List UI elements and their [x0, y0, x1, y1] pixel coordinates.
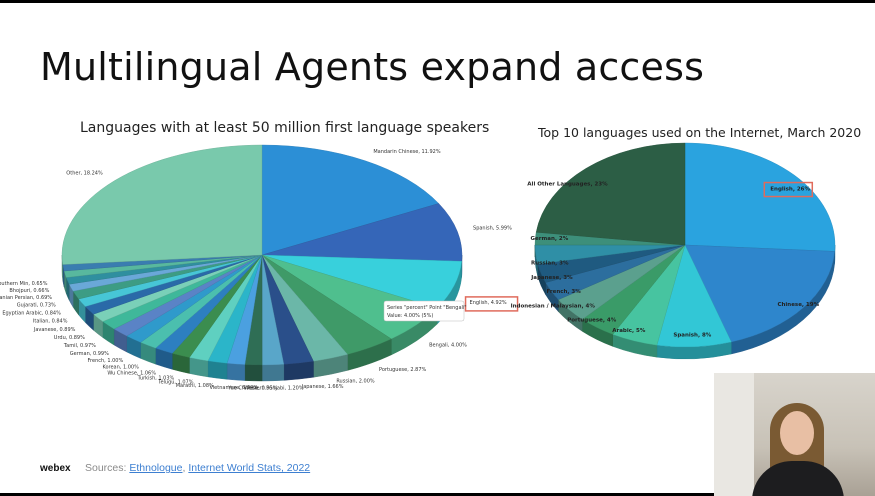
- left-pie-label-mandarin-chinese: Mandarin Chinese, 11.92%: [373, 149, 440, 155]
- right-pie-label-english: English, 26%: [770, 187, 810, 193]
- right-pie-highlight-box: [763, 181, 814, 198]
- left-pie-label-southern-min: Southern Min, 0.65%: [0, 281, 48, 287]
- sources-prefix: Sources:: [85, 462, 130, 474]
- left-pie-label-bhojpuri: Bhojpuri, 0.66%: [9, 288, 49, 294]
- sources-separator: ,: [182, 462, 189, 474]
- left-pie-label-telugu: Telugu, 1.07%: [157, 380, 193, 386]
- left-pie-slice-spanish: [261, 203, 463, 262]
- right-pie-slice-all-other-languages: [535, 142, 686, 246]
- left-pie-label-spanish: Spanish, 5.99%: [473, 226, 512, 232]
- right-pie-label-all-other-languages: All Other Languages, 23%: [527, 181, 608, 187]
- left-pie-label-german: German, 0.99%: [70, 351, 109, 357]
- left-pie-label-korean: Korean, 1.00%: [102, 365, 139, 371]
- right-pie-label-spanish: Spanish, 8%: [673, 332, 711, 338]
- left-pie-label-marathi: Marathi, 1.08%: [176, 383, 214, 389]
- left-pie-slice-other: [61, 144, 263, 265]
- left-pie-side-vietnamese: [226, 363, 246, 381]
- right-pie-label-arabic: Arabic, 5%: [612, 328, 646, 334]
- left-pie-side-western-punjabi: [261, 364, 285, 382]
- left-pie-label-portuguese: Portuguese, 2.87%: [379, 367, 426, 373]
- left-pie-tooltip: Series "percent" Point "Bengali" Value: 4…: [383, 300, 467, 322]
- left-pie-label-french: French, 1.00%: [88, 358, 124, 364]
- left-pie-label-tamil: Tamil, 0.97%: [63, 343, 96, 349]
- left-pie-label-javanese: Javanese, 0.89%: [33, 327, 76, 333]
- right-pie-label-german: German, 2%: [531, 236, 569, 242]
- right-pie-slice-chinese: [684, 244, 835, 343]
- left-pie-label-other: Other, 18.24%: [66, 171, 103, 177]
- left-pie-label-russian: Russian, 2.00%: [336, 379, 375, 385]
- left-pie-label-english: English, 4.92%: [470, 300, 507, 306]
- tooltip-line-1: Series "percent" Point "Bengali": [387, 305, 467, 311]
- slide: Multilingual Agents expand access Langua…: [0, 3, 875, 493]
- right-pie-label-chinese: Chinese, 19%: [777, 302, 819, 308]
- tooltip-box: [383, 300, 465, 322]
- right-pie-slice-english: [684, 142, 836, 252]
- left-pie-label-urdu: Urdu, 0.89%: [54, 335, 85, 341]
- tooltip-line-2: Value: 4.00% (5%): [387, 313, 433, 319]
- left-pie-label-gujarati: Gujarati, 0.73%: [17, 302, 56, 308]
- left-pie-slice-mandarin-chinese: [261, 144, 440, 256]
- left-pie-label-wu-chinese: Wu Chinese, 1.06%: [107, 371, 156, 377]
- left-pie-side-marathi: [207, 360, 228, 380]
- left-pie-label-vietnamese: Vietnamese, 0.99%: [209, 385, 258, 391]
- left-chart-title: Languages with at least 50 million first…: [80, 120, 490, 136]
- left-pie-label-yue-chinese: Yue Chinese, 0.95%: [227, 386, 278, 392]
- left-pie-label-turkish: Turkish, 1.03%: [137, 376, 175, 382]
- right-chart-title: Top 10 languages used on the Internet, M…: [538, 125, 862, 140]
- right-pie-label-indonesian-malaysian: Indonesian / Malaysian, 4%: [511, 304, 596, 310]
- presenter-body: [752, 461, 844, 496]
- left-pie-label-japanese: Japanese, 1.66%: [301, 384, 344, 390]
- presenter-face: [780, 411, 814, 455]
- slide-title: Multilingual Agents expand access: [40, 45, 705, 89]
- right-pie-label-french: French, 3%: [546, 289, 581, 295]
- sources-line: Sources: Ethnologue, Internet World Stat…: [85, 462, 310, 474]
- right-pie-label-russian: Russian, 3%: [531, 260, 569, 266]
- presenter-video: [714, 373, 875, 496]
- left-pie-label-iranian-persian: Iranian Persian, 0.69%: [0, 295, 52, 301]
- ethnologue-link[interactable]: Ethnologue: [129, 462, 183, 474]
- webex-logo: webex: [40, 463, 71, 474]
- internet-world-stats-link[interactable]: Internet World Stats, 2022: [188, 462, 311, 474]
- left-pie-highlight-box: [464, 296, 519, 312]
- left-pie-label-western-punjabi: Western Punjabi, 1.20%: [244, 386, 304, 392]
- left-pie-label-egyptian-arabic: Egyptian Arabic, 0.84%: [2, 310, 61, 316]
- left-pie-label-italian: Italian, 0.84%: [33, 319, 68, 325]
- left-pie-chart: Mandarin Chinese, 11.92% Spanish, 5.99% En…: [0, 144, 519, 392]
- left-pie-label-bengali: Bengali, 4.00%: [429, 342, 467, 348]
- right-pie-label-japanese: Japanese, 3%: [530, 275, 573, 281]
- right-pie-label-portuguese: Portuguese, 4%: [567, 317, 616, 323]
- video-background-wall: [714, 373, 754, 496]
- right-pie-chart: English, 26% Chinese, 19% Spanish, 8% Arabi…: [511, 142, 836, 360]
- left-pie-side-yue-chinese: [244, 364, 263, 382]
